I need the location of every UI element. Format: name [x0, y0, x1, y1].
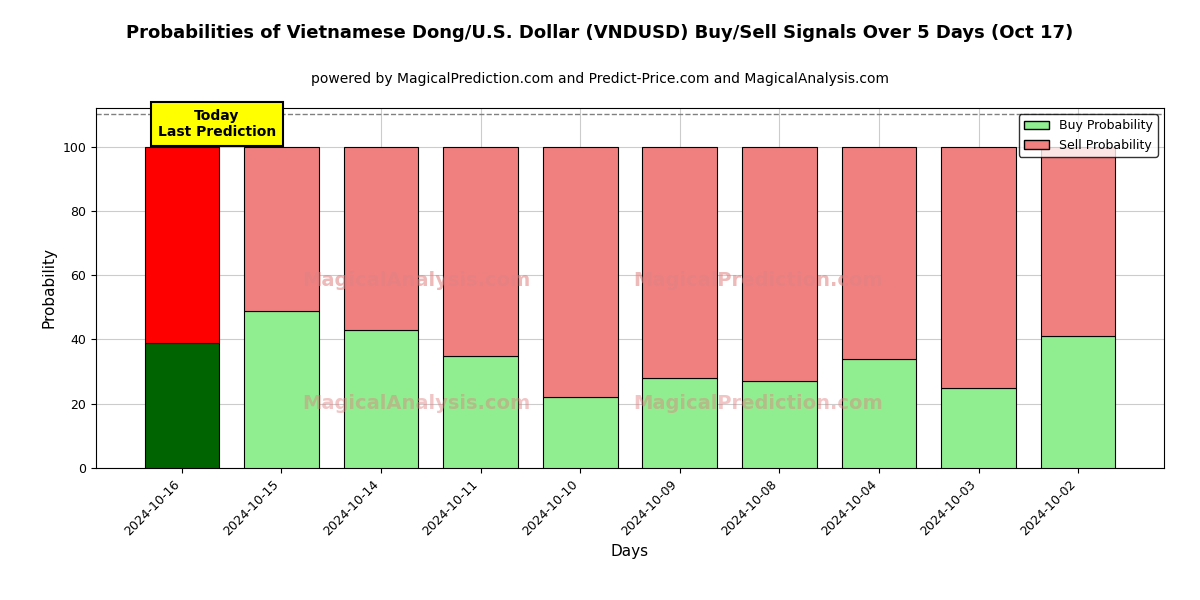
Bar: [343, 146, 419, 330]
Text: MagicalPrediction.com: MagicalPrediction.com: [634, 394, 883, 413]
Text: Today
Last Prediction: Today Last Prediction: [157, 109, 276, 139]
Bar: [941, 146, 1016, 388]
X-axis label: Days: Days: [611, 544, 649, 559]
Bar: [244, 146, 319, 311]
Bar: [244, 311, 319, 468]
Text: MagicalAnalysis.com: MagicalAnalysis.com: [302, 394, 530, 413]
Y-axis label: Probability: Probability: [42, 247, 56, 329]
Legend: Buy Probability, Sell Probability: Buy Probability, Sell Probability: [1019, 114, 1158, 157]
Text: MagicalAnalysis.com: MagicalAnalysis.com: [302, 271, 530, 290]
Bar: [841, 359, 917, 468]
Bar: [144, 146, 220, 343]
Bar: [443, 355, 518, 468]
Text: Probabilities of Vietnamese Dong/U.S. Dollar (VNDUSD) Buy/Sell Signals Over 5 Da: Probabilities of Vietnamese Dong/U.S. Do…: [126, 24, 1074, 42]
Bar: [343, 330, 419, 468]
Text: powered by MagicalPrediction.com and Predict-Price.com and MagicalAnalysis.com: powered by MagicalPrediction.com and Pre…: [311, 72, 889, 86]
Bar: [841, 146, 917, 359]
Bar: [1040, 146, 1116, 336]
Bar: [742, 146, 817, 381]
Bar: [642, 146, 718, 378]
Bar: [742, 381, 817, 468]
Bar: [443, 146, 518, 355]
Text: MagicalPrediction.com: MagicalPrediction.com: [634, 271, 883, 290]
Bar: [941, 388, 1016, 468]
Bar: [542, 146, 618, 397]
Bar: [144, 343, 220, 468]
Bar: [542, 397, 618, 468]
Bar: [642, 378, 718, 468]
Bar: [1040, 336, 1116, 468]
